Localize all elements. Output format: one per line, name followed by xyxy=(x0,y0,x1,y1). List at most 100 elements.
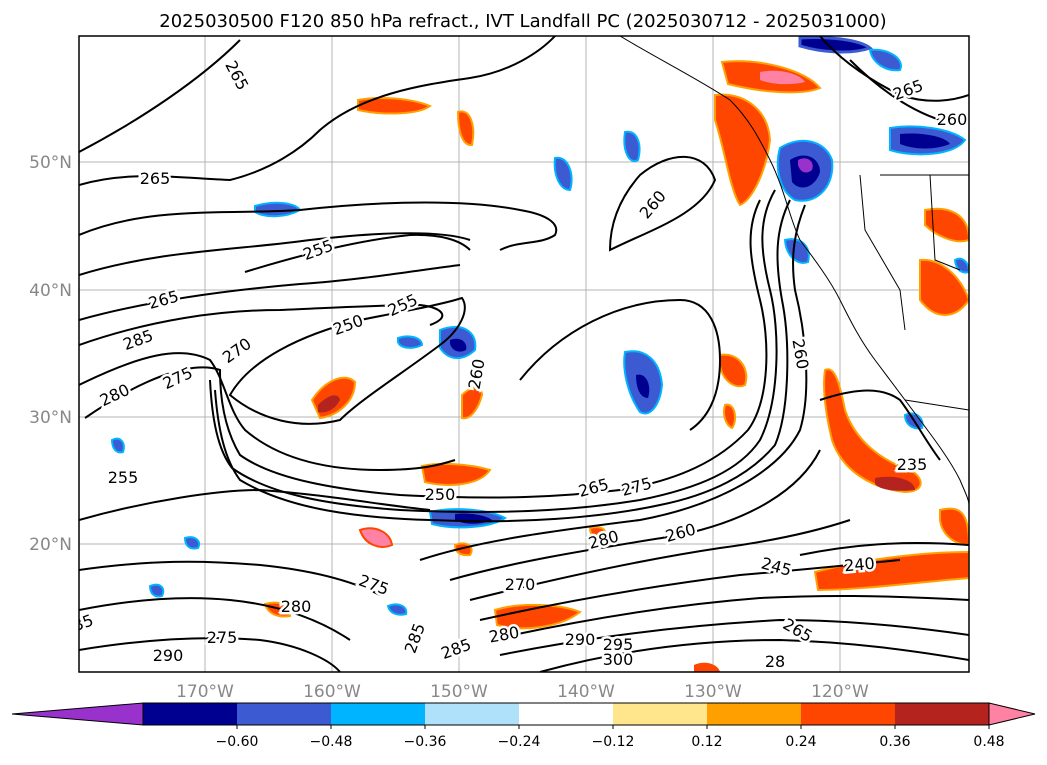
contour-label: 290 xyxy=(565,630,596,649)
negative-anomaly-patch xyxy=(623,130,641,163)
contour-line xyxy=(79,488,431,521)
contour-line xyxy=(79,597,351,641)
colorbar-swatch xyxy=(613,703,707,725)
colorbar-swatch xyxy=(237,703,331,725)
latitude-labels: 50°N 40°N 30°N 20°N xyxy=(29,153,72,555)
contour-line xyxy=(449,449,821,581)
contour-label: 240 xyxy=(843,554,875,576)
contour-line xyxy=(489,594,969,641)
positive-anomaly-patch xyxy=(714,93,772,207)
colorbar: −0.60 −0.48 −0.36 −0.24 −0.12 0.12 0.24 0.36 0.4… xyxy=(11,702,1036,750)
positive-anomaly-patch xyxy=(461,386,484,420)
positive-anomaly-patch xyxy=(588,526,607,542)
strong-negative-patch xyxy=(900,133,950,149)
contour-line xyxy=(79,303,444,346)
strong-positive-patch xyxy=(760,70,805,85)
positive-anomaly-patch xyxy=(357,97,432,115)
colorbar-tick-label: 0.36 xyxy=(879,734,910,750)
negative-anomaly-patch xyxy=(386,603,408,616)
colorbar-swatch xyxy=(707,703,801,725)
contour-line xyxy=(79,232,471,276)
contour-label-halo: 300 xyxy=(603,650,634,669)
contour-line xyxy=(79,352,456,472)
strong-positive-patch xyxy=(318,395,340,413)
lon-label: 170°W xyxy=(176,682,234,702)
contour-line xyxy=(244,233,471,273)
contour-line xyxy=(228,296,466,425)
contour-label-halo: 255 xyxy=(108,468,139,487)
negative-anomaly-patch xyxy=(148,583,165,598)
contour-label: 260 xyxy=(937,110,968,129)
us-mexico-border xyxy=(904,399,969,411)
contour-label-halo: 275 xyxy=(207,628,238,647)
negative-anomaly-patch xyxy=(397,335,424,349)
negative-anomaly-patch xyxy=(110,437,125,454)
contour-line xyxy=(499,618,969,656)
positive-anomaly-patch xyxy=(939,507,969,547)
pc-shading xyxy=(110,36,969,672)
negative-anomaly-patch xyxy=(868,48,902,72)
contour-line xyxy=(79,36,556,186)
colorbar-swatch xyxy=(801,703,895,725)
map-title: 2025030500 F120 850 hPa refract., IVT La… xyxy=(159,11,886,32)
contour-label-halo: 260 xyxy=(937,110,968,129)
contour-line xyxy=(79,560,381,596)
contour-line xyxy=(419,204,808,561)
positive-anomaly-patch xyxy=(813,550,969,592)
colorbar-tick-label: −0.48 xyxy=(310,734,353,750)
colorbar-extend-high xyxy=(988,702,1036,726)
coastlines xyxy=(619,36,969,506)
lat-label: 40°N xyxy=(29,281,72,301)
colorbar-frame xyxy=(142,702,990,726)
colorbar-tick-label: 0.48 xyxy=(973,734,1004,750)
lat-label: 50°N xyxy=(29,153,72,173)
contour-label: 265 xyxy=(140,169,171,188)
positive-anomaly-patch xyxy=(719,353,748,388)
colorbar-swatch xyxy=(331,703,425,725)
positive-anomaly-patch xyxy=(358,527,394,548)
contour-label-halo: 270 xyxy=(505,575,536,594)
contour-line xyxy=(79,264,461,321)
colorbar-tick-label: −0.24 xyxy=(498,734,541,750)
strong-negative-patch xyxy=(798,36,874,54)
contour-label: 295 xyxy=(603,635,634,654)
strong-negative-patch xyxy=(450,338,467,352)
lat-label: 20°N xyxy=(29,535,72,555)
positive-anomaly-patch xyxy=(822,368,922,494)
lon-label: 160°W xyxy=(303,682,361,702)
strong-negative-patch xyxy=(636,374,650,398)
positive-anomaly-patch xyxy=(924,207,969,243)
lon-label: 130°W xyxy=(684,682,742,702)
colorbar-tick-label: −0.60 xyxy=(216,734,259,750)
contour-label-halo: 290 xyxy=(153,646,184,665)
contour-label-halo: 295 xyxy=(603,635,634,654)
contour-line xyxy=(539,638,969,672)
negative-anomaly-patch xyxy=(183,536,201,550)
contour-label-halo: 280 xyxy=(281,597,312,616)
positive-anomaly-patch xyxy=(456,110,475,146)
contour-label: 250 xyxy=(425,485,456,504)
map-background xyxy=(79,36,969,672)
contour-label-halo: 235 xyxy=(897,455,928,474)
contour-line xyxy=(608,155,717,252)
contour-line xyxy=(79,201,558,251)
contour-label: 235 xyxy=(897,455,928,474)
colorbar-tick-label: 0.24 xyxy=(785,734,816,750)
contour-label: 28 xyxy=(765,652,785,671)
contour-line xyxy=(84,199,768,499)
colorbar-swatch xyxy=(425,703,519,725)
map-frame xyxy=(78,35,970,673)
refractivity-contours xyxy=(79,36,969,672)
north-america-coastline xyxy=(619,36,969,506)
colorbar-tick-label: −0.36 xyxy=(404,734,447,750)
lat-label: 30°N xyxy=(29,408,72,428)
positive-anomaly-patch xyxy=(722,403,737,430)
contour-label: 270 xyxy=(505,575,536,594)
lon-label: 120°W xyxy=(811,682,869,702)
positive-anomaly-patch xyxy=(493,603,582,630)
contour-line xyxy=(519,298,722,431)
lon-label: 140°W xyxy=(557,682,615,702)
state-border xyxy=(929,174,961,271)
